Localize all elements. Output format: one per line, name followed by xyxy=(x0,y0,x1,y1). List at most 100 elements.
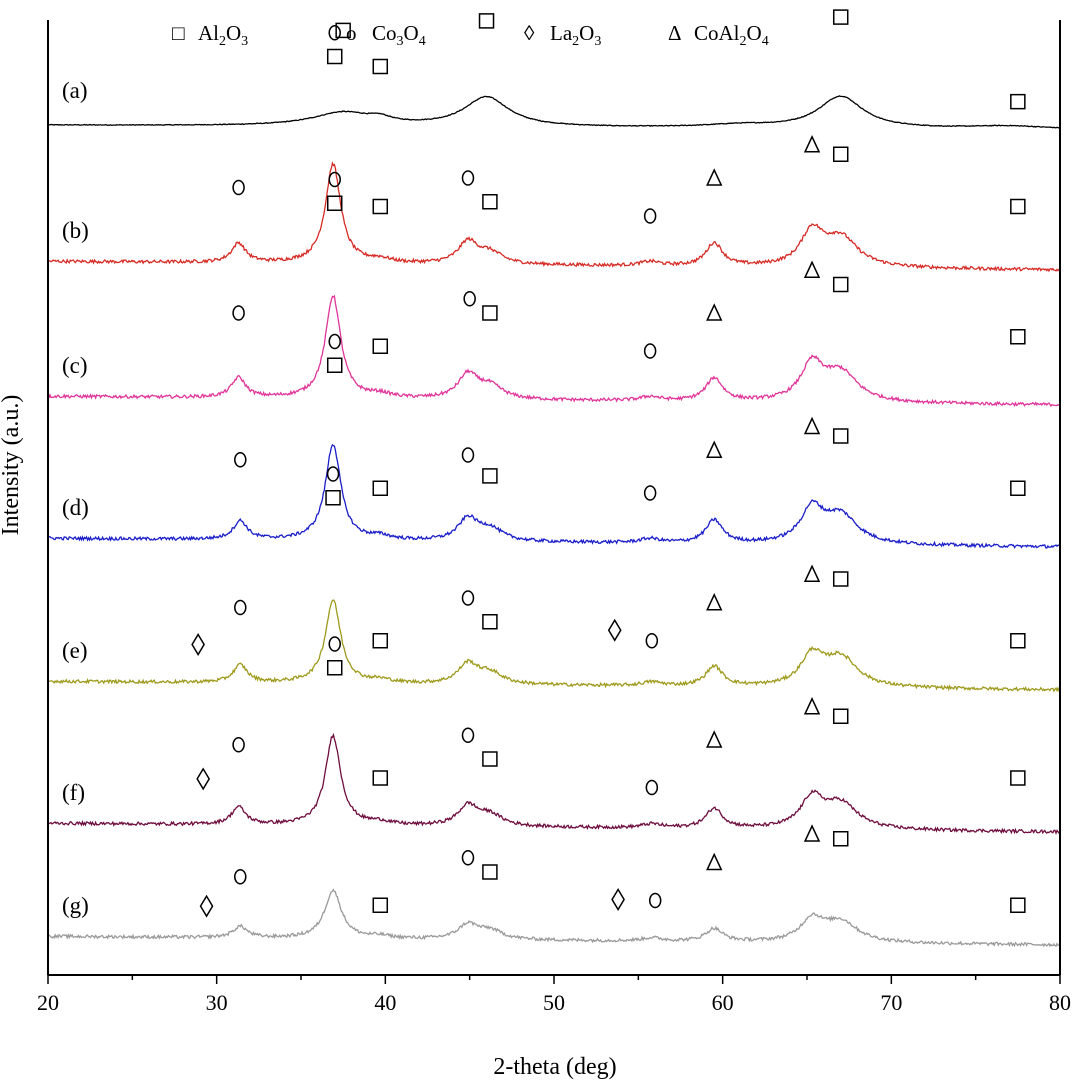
legend-symbol: Δ xyxy=(668,21,682,45)
legend-label: Al2O3 xyxy=(198,21,248,49)
x-tick-label: 40 xyxy=(374,990,396,1015)
x-tick-label: 70 xyxy=(880,990,902,1015)
al2o3-marker xyxy=(1010,633,1026,649)
phase-markers xyxy=(191,9,1026,918)
co3o4-marker xyxy=(232,737,245,753)
al2o3-marker xyxy=(372,338,389,354)
co3o4-marker xyxy=(234,599,247,616)
al2o3-marker xyxy=(478,13,495,29)
curve-labels: (a) (b) (c) (d) (e) (f) (g) xyxy=(62,78,89,918)
al2o3-marker xyxy=(832,571,849,587)
legend-label: Co3O4 xyxy=(372,21,426,49)
la2o3-marker xyxy=(607,618,622,642)
curve-label: (b) xyxy=(62,218,89,243)
co3o4-marker xyxy=(461,727,475,743)
al2o3-marker xyxy=(482,194,498,210)
al2o3-marker xyxy=(832,146,849,162)
al2o3-marker xyxy=(482,864,498,880)
series-line-5 xyxy=(47,599,1061,693)
coal2o4-marker xyxy=(706,852,723,871)
legend-item: Δ CoAl2O4 xyxy=(668,21,769,49)
series-line-6 xyxy=(47,732,1061,835)
al2o3-marker xyxy=(372,897,389,913)
coal2o4-marker xyxy=(803,134,821,153)
al2o3-marker xyxy=(482,305,498,321)
co3o4-marker xyxy=(461,170,475,186)
al2o3-marker xyxy=(326,357,343,373)
co3o4-marker xyxy=(461,590,475,606)
co3o4-marker xyxy=(643,343,657,359)
al2o3-marker xyxy=(1010,480,1026,496)
al2o3-marker xyxy=(325,490,341,506)
coal2o4-marker xyxy=(803,416,821,435)
coal2o4-marker xyxy=(803,564,821,582)
legend-label: CoAl2O4 xyxy=(694,21,769,49)
al2o3-marker xyxy=(372,198,389,215)
legend-item: ◊ La2O3 xyxy=(524,21,601,49)
series-line-3 xyxy=(47,294,1061,408)
coal2o4-marker xyxy=(803,824,821,842)
al2o3-marker xyxy=(1010,198,1026,215)
co3o4-marker xyxy=(232,305,245,321)
al2o3-marker xyxy=(832,9,849,25)
al2o3-marker xyxy=(372,480,389,496)
al2o3-marker xyxy=(326,48,343,65)
co3o4-marker xyxy=(234,452,247,468)
curve-label: (d) xyxy=(62,495,89,520)
al2o3-marker xyxy=(832,276,849,293)
y-axis-title: Intensity (a.u.) xyxy=(0,395,24,536)
legend-item: o Co3O4 xyxy=(346,21,426,49)
x-tick-label: 50 xyxy=(543,990,565,1015)
co3o4-marker xyxy=(232,179,245,196)
al2o3-marker xyxy=(326,660,343,676)
al2o3-marker xyxy=(1010,770,1026,786)
co3o4-marker xyxy=(328,636,341,652)
coal2o4-marker xyxy=(706,440,723,458)
series-line-2 xyxy=(47,161,1061,273)
co3o4-marker xyxy=(643,208,657,224)
al2o3-marker xyxy=(482,614,498,630)
coal2o4-marker xyxy=(706,592,723,611)
x-axis-title: 2-theta (deg) xyxy=(493,1054,616,1080)
coal2o4-marker xyxy=(803,260,821,278)
al2o3-marker xyxy=(372,633,389,649)
co3o4-marker xyxy=(463,291,476,307)
al2o3-marker xyxy=(1010,897,1026,913)
co3o4-marker xyxy=(643,485,657,501)
co3o4-marker xyxy=(328,25,341,41)
al2o3-marker xyxy=(482,468,498,484)
al2o3-marker xyxy=(482,751,498,767)
al2o3-marker xyxy=(1010,93,1026,110)
coal2o4-marker xyxy=(706,730,723,748)
legend-symbol: o xyxy=(346,21,357,45)
x-tick-label: 30 xyxy=(206,990,228,1015)
series-line-4 xyxy=(47,444,1061,549)
la2o3-marker xyxy=(199,894,214,918)
la2o3-marker xyxy=(196,767,211,791)
legend: □ Al2O3 o Co3O4 ◊ La2O3 Δ CoAl2O4 xyxy=(172,21,769,49)
al2o3-marker xyxy=(832,831,849,847)
al2o3-marker xyxy=(372,770,389,786)
la2o3-marker xyxy=(611,888,625,911)
x-tick-label: 60 xyxy=(712,990,734,1015)
coal2o4-marker xyxy=(706,168,723,186)
co3o4-marker xyxy=(648,892,662,909)
co3o4-marker xyxy=(328,333,341,350)
legend-symbol: ◊ xyxy=(524,21,535,45)
curve-label: (f) xyxy=(62,780,85,805)
x-axis-ticks: 20 30 40 50 60 70 80 xyxy=(37,975,1071,1015)
co3o4-marker xyxy=(645,779,659,796)
legend-item: □ Al2O3 xyxy=(172,21,248,49)
series-line-1 xyxy=(47,95,1061,129)
co3o4-marker xyxy=(645,633,659,649)
series-line-7 xyxy=(47,888,1061,948)
axes xyxy=(47,20,1061,976)
la2o3-marker xyxy=(191,633,205,656)
co3o4-marker xyxy=(461,447,475,463)
co3o4-marker xyxy=(461,850,475,866)
curve-label: (g) xyxy=(62,893,89,918)
coal2o4-marker xyxy=(706,303,723,321)
coal2o4-marker xyxy=(803,696,821,715)
diffraction-curves xyxy=(47,95,1061,948)
